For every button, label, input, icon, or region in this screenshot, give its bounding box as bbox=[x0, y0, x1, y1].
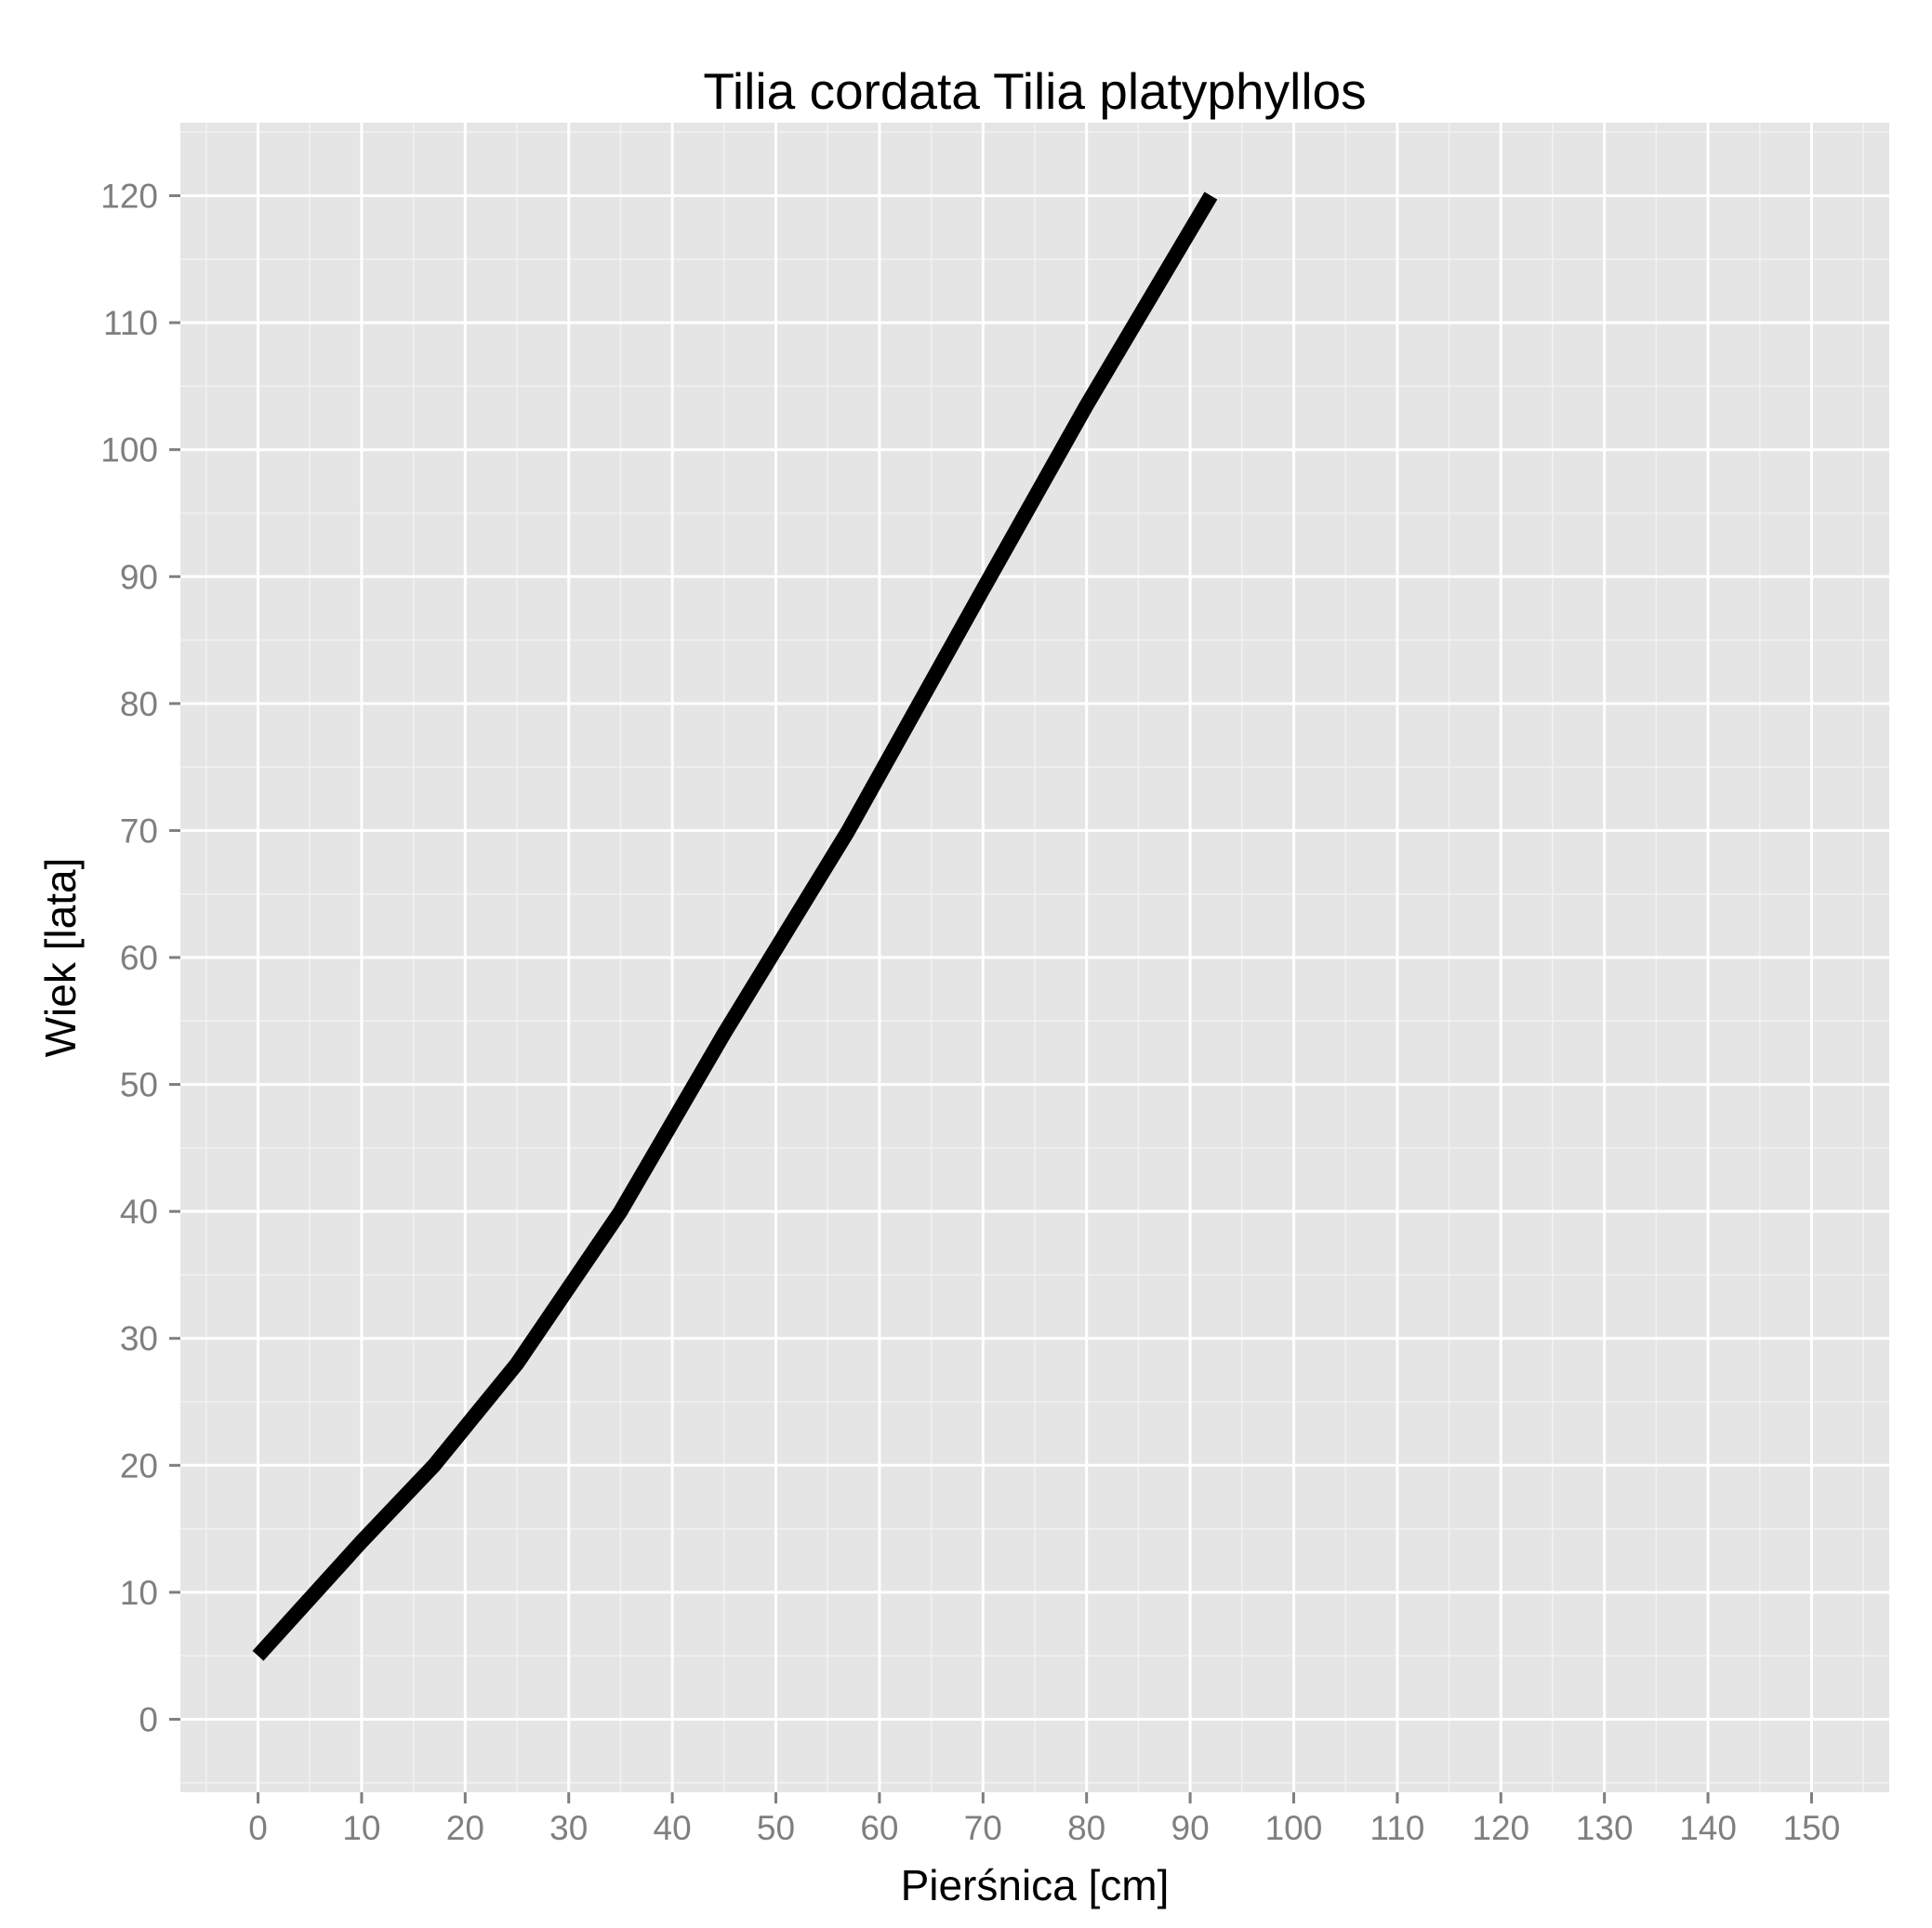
y-tick-label: 100 bbox=[100, 431, 158, 469]
x-tick-label: 120 bbox=[1472, 1809, 1529, 1847]
x-axis: 0 10 20 30 40 50 60 70 80 90 100 110 120 130 140 150 bbox=[248, 1792, 1840, 1847]
y-axis: 0 10 20 30 40 50 60 70 80 90 100 110 120 bbox=[100, 178, 180, 1738]
x-tick-label: 100 bbox=[1265, 1809, 1323, 1847]
x-tick-label: 90 bbox=[1171, 1809, 1210, 1847]
plot-title: Tilia cordata Tilia platyphyllos bbox=[703, 62, 1366, 120]
x-tick-label: 150 bbox=[1783, 1809, 1841, 1847]
series-line bbox=[252, 191, 1218, 1661]
x-tick-label: 60 bbox=[860, 1809, 898, 1847]
x-tick-label: 10 bbox=[342, 1809, 380, 1847]
y-tick-label: 110 bbox=[103, 304, 158, 342]
x-tick-label: 130 bbox=[1576, 1809, 1634, 1847]
x-tick-label: 70 bbox=[964, 1809, 1002, 1847]
x-tick-label: 140 bbox=[1679, 1809, 1737, 1847]
y-tick-label: 20 bbox=[120, 1446, 158, 1485]
x-tick-label: 110 bbox=[1370, 1809, 1424, 1847]
y-tick-label: 90 bbox=[120, 558, 158, 596]
y-tick-label: 0 bbox=[139, 1700, 158, 1738]
y-axis-title: Wiek [lata] bbox=[36, 858, 85, 1058]
x-tick-label: 30 bbox=[549, 1809, 588, 1847]
x-tick-label: 0 bbox=[248, 1809, 268, 1847]
y-tick-label: 40 bbox=[120, 1193, 158, 1231]
x-tick-label: 40 bbox=[654, 1809, 692, 1847]
x-axis-title: Pierśnica [cm] bbox=[901, 1861, 1170, 1909]
y-tick-label: 60 bbox=[120, 939, 158, 977]
series-layer bbox=[252, 191, 1218, 1661]
major-gridlines bbox=[180, 123, 1889, 1792]
y-tick-label: 10 bbox=[120, 1574, 158, 1612]
y-tick-label: 50 bbox=[120, 1066, 158, 1104]
x-tick-label: 50 bbox=[757, 1809, 795, 1847]
x-tick-label: 20 bbox=[446, 1809, 484, 1847]
y-tick-label: 80 bbox=[120, 685, 158, 723]
y-tick-label: 120 bbox=[100, 178, 158, 216]
y-tick-label: 70 bbox=[120, 812, 158, 850]
x-tick-label: 80 bbox=[1067, 1809, 1105, 1847]
y-tick-label: 30 bbox=[120, 1320, 158, 1358]
